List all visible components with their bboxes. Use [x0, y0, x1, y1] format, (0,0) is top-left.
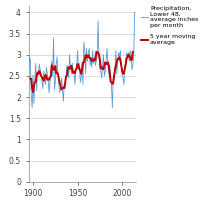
Legend: Precipitation,
Lower 48,
average inches
per month, 5 year moving
average: Precipitation, Lower 48, average inches … — [141, 6, 198, 45]
